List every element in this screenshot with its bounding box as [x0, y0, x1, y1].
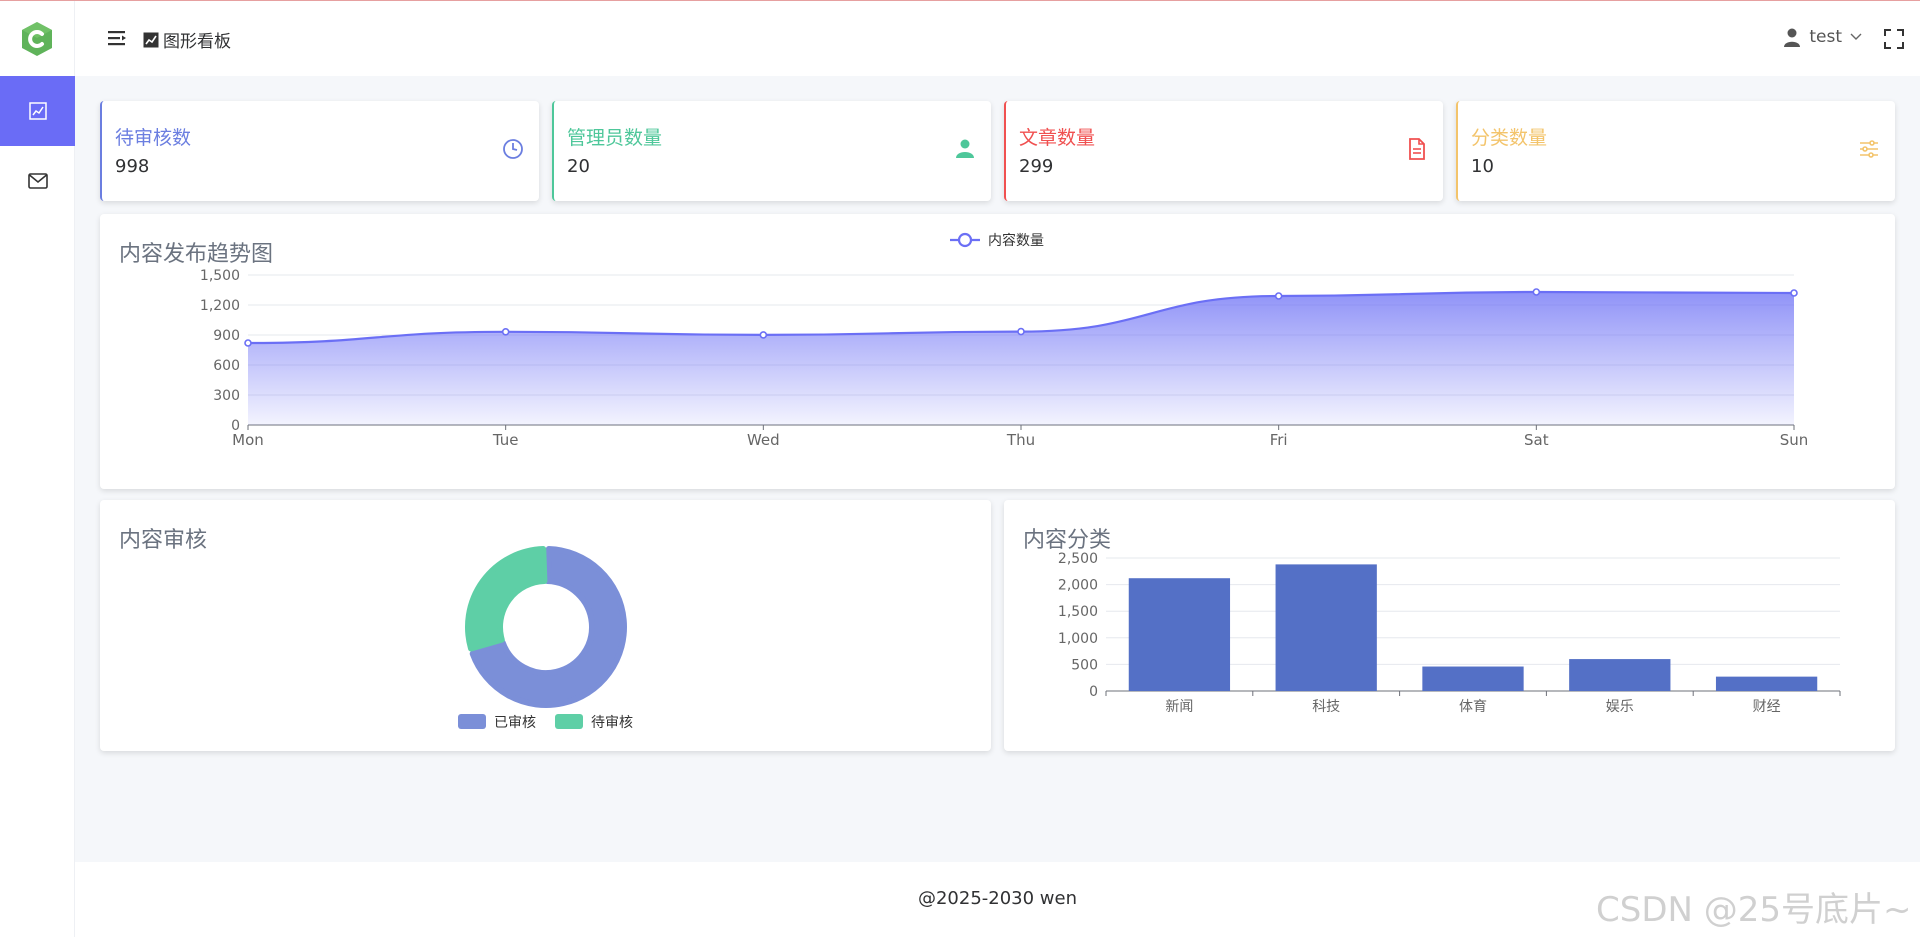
user-icon [956, 139, 974, 158]
panel-title: 内容发布趋势图 [119, 242, 274, 267]
y-tick-label: 300 [213, 388, 240, 404]
data-point[interactable] [244, 339, 252, 347]
trend-chart: 0 300 600 900 1,200 1,500 Mon Tue Wed Thu Fri Sat Su… [200, 232, 1809, 449]
data-point[interactable] [1274, 292, 1283, 300]
bar[interactable] [1275, 564, 1377, 691]
header: 图形看板 test [75, 1, 1920, 76]
y-tick-label: 1,200 [200, 298, 240, 314]
data-point[interactable] [1790, 289, 1798, 297]
x-tick-label: 新闻 [1165, 699, 1193, 715]
trend-chart-icon [28, 102, 47, 120]
data-point[interactable] [1532, 288, 1541, 296]
trend-chart-icon [143, 32, 159, 47]
stat-value: 998 [115, 156, 150, 177]
stat-title: 文章数量 [1019, 127, 1096, 149]
bar[interactable] [1128, 578, 1231, 691]
stat-title: 分类数量 [1471, 127, 1548, 149]
top-accent-line [0, 0, 1920, 1]
bar[interactable] [1422, 666, 1524, 691]
trend-chart-panel: 内容发布趋势图 0 300 600 900 1,200 1,500 Mon Tue Wed Thu… [100, 214, 1895, 489]
stat-value: 299 [1019, 156, 1054, 177]
x-tick-label: 娱乐 [1606, 699, 1634, 715]
review-chart-panel: 内容审核 已审核 待审核 [100, 500, 991, 751]
y-tick-label: 0 [231, 418, 240, 434]
app-logo[interactable] [19, 21, 55, 57]
series-area [248, 292, 1794, 425]
stat-card-admins: 管理员数量 20 [552, 101, 991, 201]
mail-icon [27, 173, 48, 189]
y-tick-label: 1,500 [200, 268, 240, 284]
legend-item[interactable]: 待审核 [555, 714, 633, 731]
stat-card-categories: 分类数量 10 [1456, 101, 1895, 201]
category-bar-chart: 0 500 1,000 1,500 2,000 2,500 新闻 科技 体育 娱乐 财经 [1058, 551, 1841, 715]
review-donut-chart: 已审核 待审核 [458, 546, 633, 731]
y-tick-label: 2,000 [1058, 578, 1098, 594]
stat-title: 待审核数 [115, 127, 192, 149]
stat-card-articles: 文章数量 299 [1004, 101, 1443, 201]
bar[interactable] [1569, 659, 1671, 691]
footer: @2025-2030 wen [75, 862, 1920, 937]
x-tick-label: Fri [1270, 431, 1288, 449]
username: test [1809, 27, 1842, 47]
chevron-down-icon [1850, 33, 1862, 40]
pie-slice[interactable] [465, 546, 548, 652]
breadcrumb-label: 图形看板 [163, 32, 231, 52]
x-tick-label: Mon [232, 431, 264, 449]
sliders-icon [1860, 140, 1878, 158]
watermark: CSDN @25号底片~ [1596, 890, 1912, 930]
x-tick-label: Wed [747, 431, 780, 449]
y-tick-label: 1,000 [1058, 631, 1098, 647]
x-tick-label: 财经 [1753, 699, 1781, 715]
stat-value: 20 [567, 156, 590, 177]
data-point[interactable] [759, 331, 768, 339]
y-tick-label: 2,500 [1058, 551, 1098, 567]
fullscreen-icon[interactable] [1884, 29, 1904, 49]
stat-card-pending: 待审核数 998 [100, 101, 539, 201]
x-tick-label: 科技 [1312, 699, 1340, 715]
x-tick-label: Thu [1006, 431, 1035, 449]
data-point[interactable] [501, 328, 510, 336]
footer-copyright: @2025-2030 wen [917, 888, 1078, 909]
breadcrumb: 图形看板 [143, 27, 231, 52]
x-tick-label: Tue [492, 431, 519, 449]
sidebar-item-dashboard[interactable] [0, 76, 75, 146]
sidebar [0, 1, 75, 937]
x-tick-label: Sun [1780, 431, 1809, 449]
y-tick-label: 600 [213, 358, 240, 374]
legend-item[interactable]: 内容数量 [950, 232, 1044, 249]
sidebar-item-messages[interactable] [0, 146, 75, 216]
clock-icon [503, 139, 523, 159]
panel-title: 内容审核 [119, 528, 208, 553]
legend-item[interactable]: 已审核 [458, 714, 536, 731]
pie-slice[interactable] [469, 546, 627, 708]
legend-label: 内容数量 [988, 232, 1044, 249]
y-tick-label: 1,500 [1058, 604, 1098, 620]
panel-title: 内容分类 [1023, 528, 1112, 553]
legend-label: 待审核 [591, 715, 633, 731]
x-tick-label: 体育 [1459, 699, 1487, 715]
y-tick-label: 0 [1089, 684, 1098, 700]
user-icon [1784, 28, 1801, 47]
menu-fold-icon[interactable] [107, 28, 127, 48]
user-menu[interactable]: test [1783, 27, 1862, 47]
y-tick-label: 900 [213, 328, 240, 344]
x-tick-label: Sat [1524, 431, 1549, 449]
data-point[interactable] [1017, 327, 1025, 336]
stat-title: 管理员数量 [567, 127, 663, 149]
document-icon [1409, 138, 1425, 160]
bar[interactable] [1715, 676, 1818, 691]
legend-label: 已审核 [494, 715, 536, 731]
y-tick-label: 500 [1071, 657, 1098, 673]
stat-value: 10 [1471, 156, 1494, 177]
category-chart-panel: 内容分类 0 500 1,000 1,500 2,000 2,500 新闻 科技 体育 娱乐 财经 [1004, 500, 1895, 751]
